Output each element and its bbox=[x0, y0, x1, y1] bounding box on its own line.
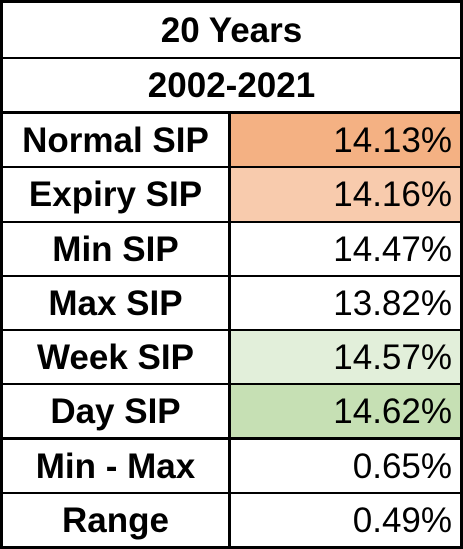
row-value: 14.13% bbox=[231, 114, 460, 166]
table-row: Range 0.49% bbox=[3, 494, 460, 546]
row-label: Day SIP bbox=[3, 385, 231, 437]
row-label: Max SIP bbox=[3, 277, 231, 329]
row-value: 14.62% bbox=[231, 385, 460, 437]
row-label: Normal SIP bbox=[3, 114, 231, 166]
row-label: Min SIP bbox=[3, 223, 231, 275]
row-value: 0.65% bbox=[231, 440, 460, 492]
table-row: Week SIP 14.57% bbox=[3, 331, 460, 385]
row-label: Range bbox=[3, 494, 231, 546]
table-row: Expiry SIP 14.16% bbox=[3, 168, 460, 223]
row-value: 13.82% bbox=[231, 277, 460, 329]
title-row: 20 Years bbox=[3, 3, 460, 59]
row-value: 14.57% bbox=[231, 331, 460, 383]
row-label: Min - Max bbox=[3, 440, 231, 492]
table-title: 20 Years bbox=[160, 10, 303, 50]
table-row: Normal SIP 14.13% bbox=[3, 114, 460, 168]
period-row: 2002-2021 bbox=[3, 59, 460, 114]
row-value: 14.16% bbox=[231, 168, 460, 221]
table-row: Max SIP 13.82% bbox=[3, 277, 460, 331]
row-value: 0.49% bbox=[231, 494, 460, 546]
table-row: Min - Max 0.65% bbox=[3, 440, 460, 494]
table-row: Day SIP 14.62% bbox=[3, 385, 460, 440]
row-label: Week SIP bbox=[3, 331, 231, 383]
table-row: Min SIP 14.47% bbox=[3, 223, 460, 277]
row-value: 14.47% bbox=[231, 223, 460, 275]
row-label: Expiry SIP bbox=[3, 168, 231, 221]
period-label: 2002-2021 bbox=[147, 65, 316, 105]
